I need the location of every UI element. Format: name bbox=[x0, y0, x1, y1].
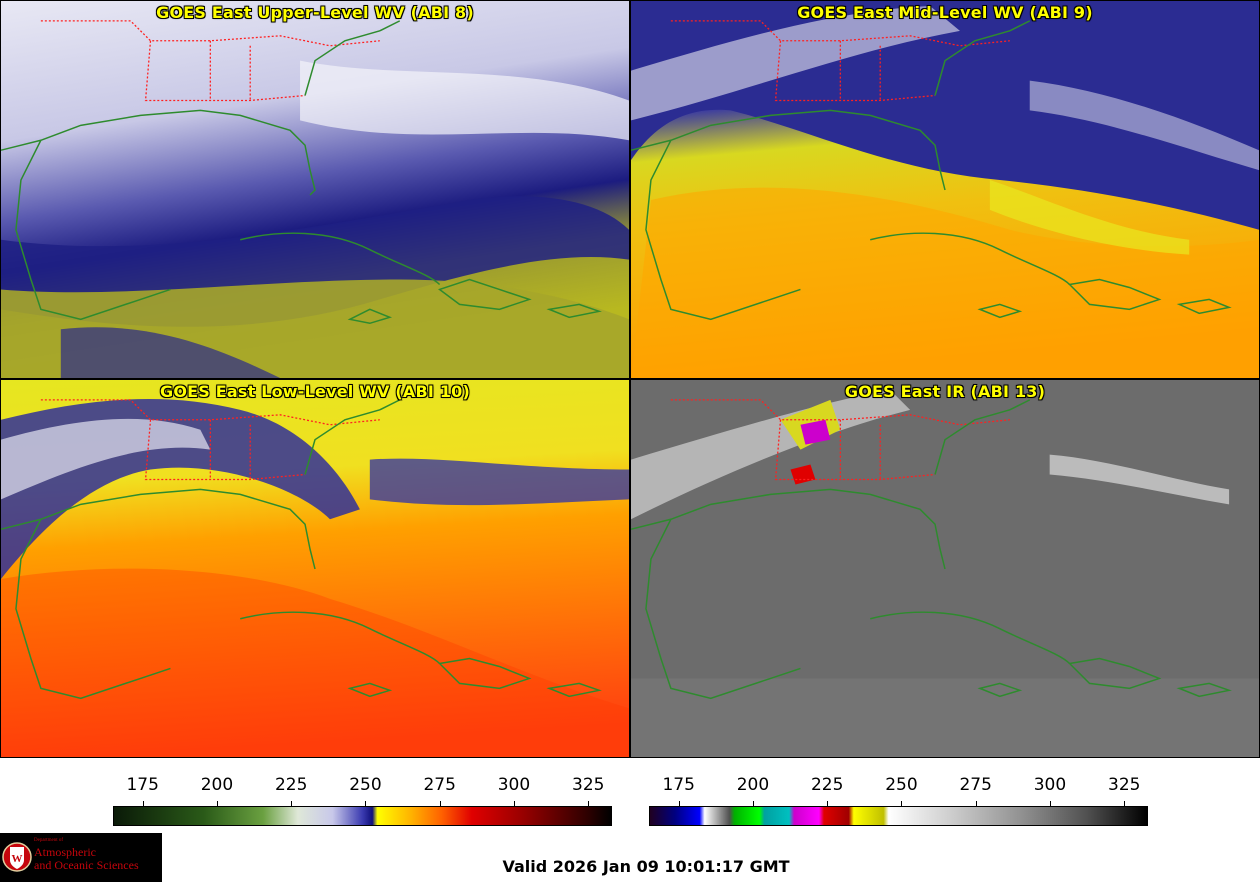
ir-colorbar-ticks: 175 200 225 250 275 300 325 bbox=[649, 775, 1148, 815]
ir-tick-mark bbox=[1124, 801, 1126, 807]
ir-tick-label: 200 bbox=[736, 775, 770, 795]
wv-tick-mark bbox=[513, 801, 515, 807]
uw-seal-icon: W bbox=[2, 842, 32, 872]
wv-tick-label: 200 bbox=[200, 775, 234, 795]
panel-ir: GOES East IR (ABI 13) bbox=[630, 379, 1260, 758]
low-level-wv-image bbox=[1, 380, 629, 757]
panel-title: GOES East IR (ABI 13) bbox=[844, 382, 1046, 401]
ir-tick-label: 250 bbox=[885, 775, 918, 795]
panel-title: GOES East Low-Level WV (ABI 10) bbox=[159, 382, 470, 401]
logo-atmospheric: Atmospheric bbox=[34, 845, 96, 859]
wv-tick-mark bbox=[365, 801, 367, 807]
wv-tick-label: 300 bbox=[497, 775, 531, 795]
wv-tick-label: 275 bbox=[423, 775, 456, 795]
ir-tick-label: 275 bbox=[959, 775, 992, 795]
upper-level-wv-image bbox=[1, 1, 629, 378]
ir-tick-label: 325 bbox=[1108, 775, 1141, 795]
ir-tick-mark bbox=[1049, 801, 1051, 807]
seal-letter: W bbox=[12, 853, 23, 865]
wv-tick-label: 175 bbox=[126, 775, 159, 795]
wv-tick-mark bbox=[291, 801, 293, 807]
ir-tick-label: 300 bbox=[1033, 775, 1067, 795]
ir-tick-label: 175 bbox=[662, 775, 695, 795]
valid-time: Valid 2026 Jan 09 10:01:17 GMT bbox=[502, 857, 790, 876]
ir-tick-label: 225 bbox=[810, 775, 844, 795]
logo-oceanic-sciences: and Oceanic Sciences bbox=[34, 858, 139, 872]
wv-tick-label: 325 bbox=[572, 775, 605, 795]
ir-tick-mark bbox=[975, 801, 977, 807]
panel-upper-level-wv: GOES East Upper-Level WV (ABI 8) bbox=[0, 0, 630, 379]
logo-department: Department of bbox=[34, 838, 64, 843]
mid-level-wv-image bbox=[631, 1, 1259, 378]
panel-mid-level-wv: GOES East Mid-Level WV (ABI 9) bbox=[630, 0, 1260, 379]
panel-title: GOES East Upper-Level WV (ABI 8) bbox=[156, 3, 474, 22]
panel-low-level-wv: GOES East Low-Level WV (ABI 10) bbox=[0, 379, 630, 758]
ir-tick-mark bbox=[827, 801, 829, 807]
ir-colorbar bbox=[649, 806, 1148, 826]
wv-tick-mark bbox=[588, 801, 590, 807]
ir-tick-mark bbox=[752, 801, 754, 807]
panel-title: GOES East Mid-Level WV (ABI 9) bbox=[797, 3, 1093, 22]
wv-tick-label: 225 bbox=[274, 775, 308, 795]
ir-tick-mark bbox=[678, 801, 680, 807]
aos-logo: W Department of Atmospheric and Oceanic … bbox=[0, 833, 162, 882]
wv-tick-label: 250 bbox=[349, 775, 382, 795]
wv-tick-mark bbox=[142, 801, 144, 807]
wv-colorbar bbox=[113, 806, 612, 826]
ir-tick-mark bbox=[901, 801, 903, 807]
ir-image bbox=[631, 380, 1259, 757]
wv-tick-mark bbox=[216, 801, 218, 807]
wv-colorbar-ticks: 175 200 225 250 275 300 325 bbox=[113, 775, 612, 815]
wv-tick-mark bbox=[439, 801, 441, 807]
